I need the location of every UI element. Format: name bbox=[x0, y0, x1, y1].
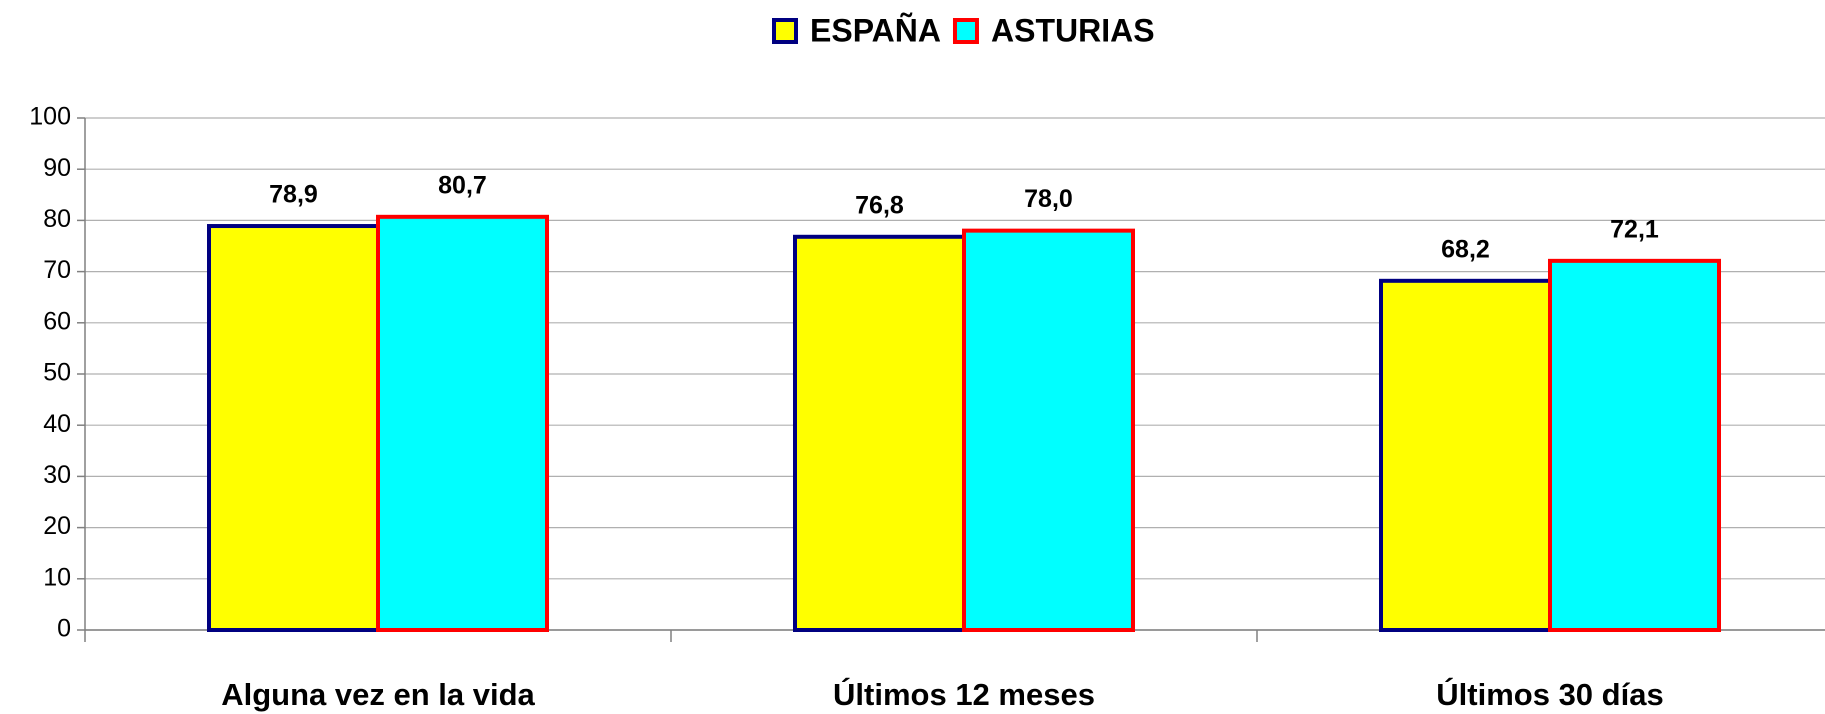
x-tick-label: Últimos 30 días bbox=[1436, 676, 1663, 712]
y-tick-label: 60 bbox=[43, 307, 71, 335]
bar bbox=[207, 224, 380, 632]
y-tick-label: 90 bbox=[43, 154, 71, 182]
bar bbox=[1379, 278, 1552, 632]
x-tick-label: Alguna vez en la vida bbox=[221, 677, 535, 712]
bar bbox=[376, 214, 549, 632]
bar bbox=[962, 228, 1135, 632]
data-label: 68,2 bbox=[1441, 235, 1490, 263]
data-label: 76,8 bbox=[855, 191, 904, 219]
y-tick-label: 20 bbox=[43, 512, 71, 540]
y-tick-label: 40 bbox=[43, 410, 71, 438]
legend-label: ASTURIAS bbox=[991, 12, 1155, 48]
y-tick-label: 70 bbox=[43, 256, 71, 284]
x-tick-label: Últimos 12 meses bbox=[833, 676, 1095, 712]
bar bbox=[1548, 258, 1721, 632]
legend-swatch bbox=[952, 18, 979, 44]
legend-label: ESPAÑA bbox=[810, 12, 941, 48]
bar bbox=[793, 234, 966, 632]
y-tick-label: 50 bbox=[43, 359, 71, 387]
y-tick-label: 80 bbox=[43, 205, 71, 233]
y-tick-label: 10 bbox=[43, 563, 71, 591]
data-label: 72,1 bbox=[1610, 215, 1659, 243]
data-label: 80,7 bbox=[438, 171, 487, 199]
data-label: 78,9 bbox=[269, 181, 318, 209]
y-tick-label: 0 bbox=[57, 615, 71, 643]
legend-swatch bbox=[772, 18, 798, 44]
data-label: 78,0 bbox=[1024, 185, 1073, 213]
y-tick-label: 30 bbox=[43, 461, 71, 489]
y-tick-label: 100 bbox=[29, 103, 71, 131]
